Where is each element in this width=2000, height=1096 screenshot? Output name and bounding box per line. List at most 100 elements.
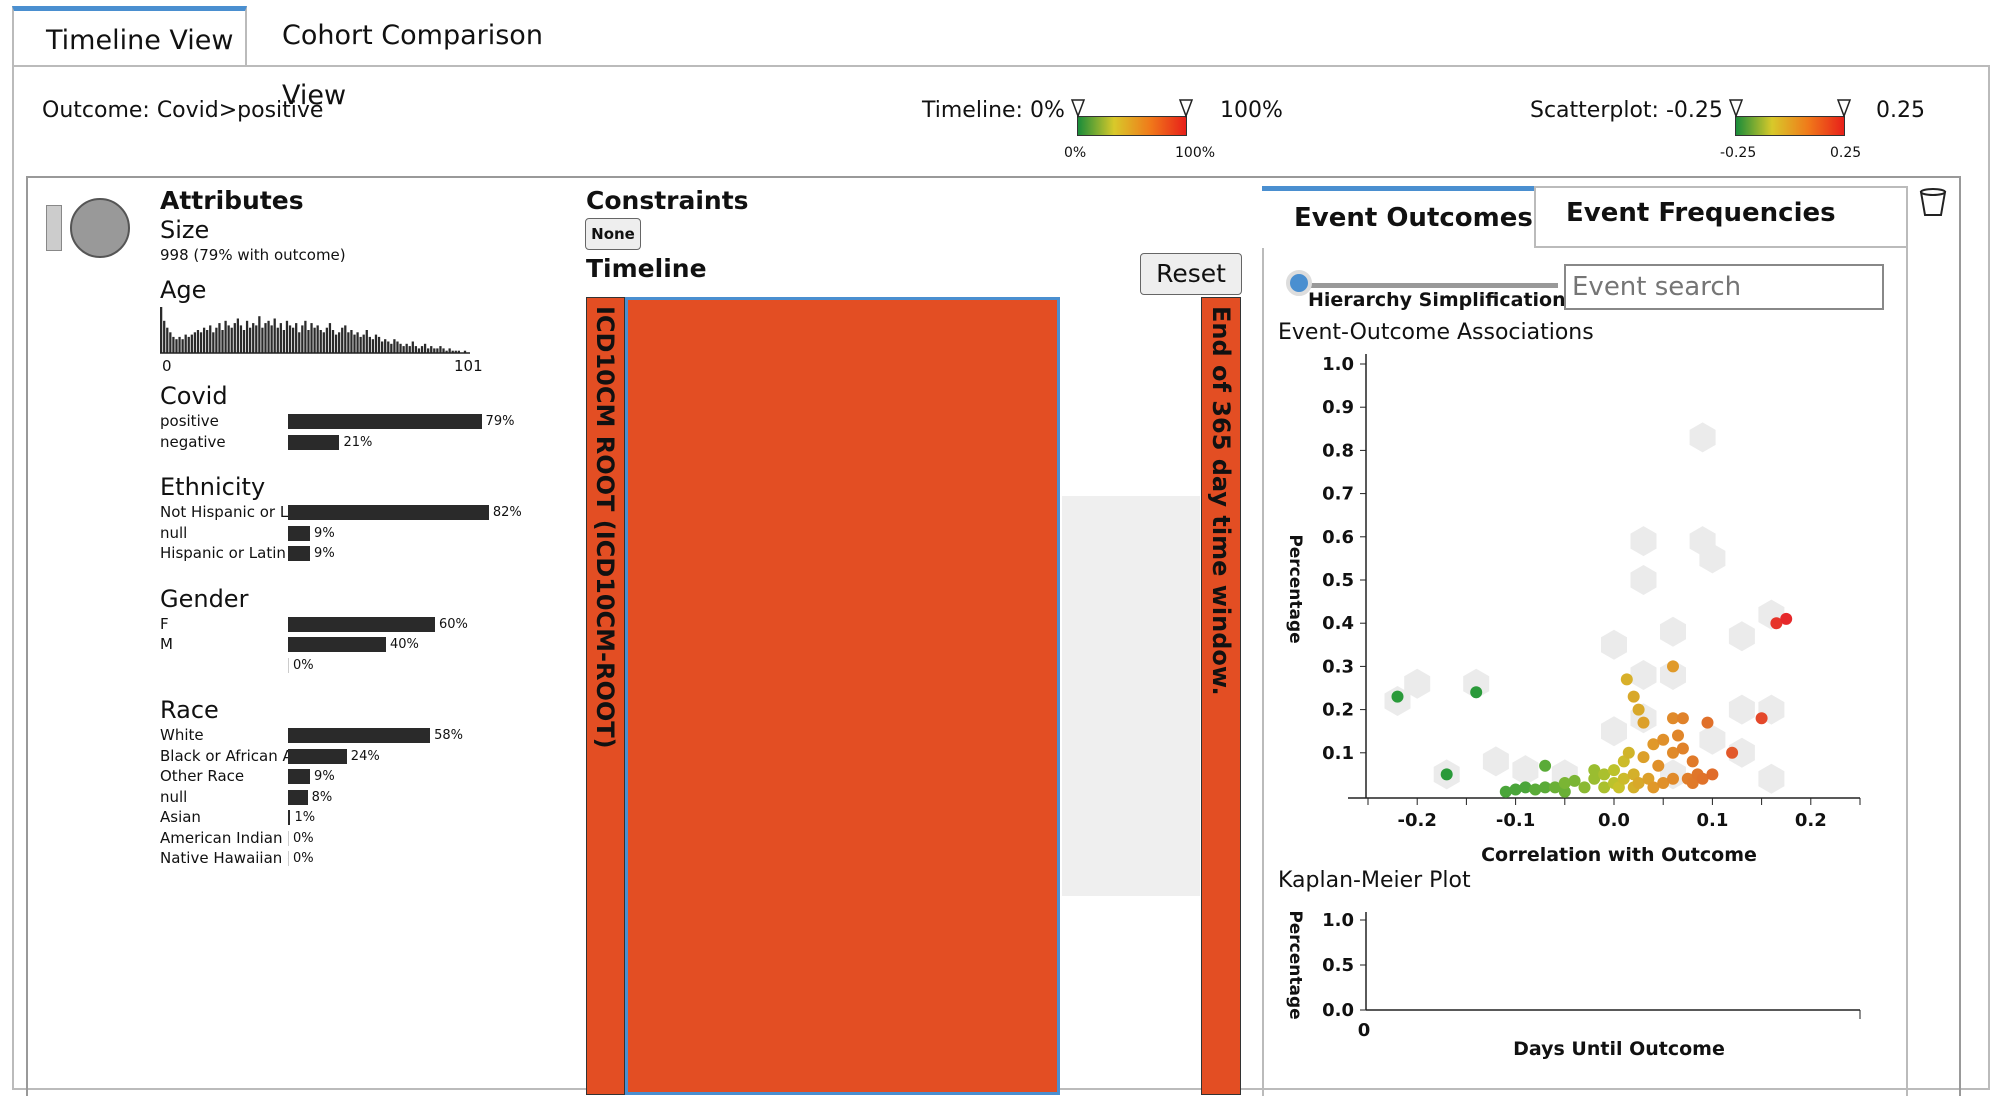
event-point[interactable] bbox=[1578, 781, 1591, 794]
attr-row-pct: 8% bbox=[311, 789, 333, 805]
event-point[interactable] bbox=[1652, 759, 1665, 772]
event-point[interactable] bbox=[1755, 712, 1768, 725]
event-point[interactable] bbox=[1632, 777, 1645, 789]
event-point[interactable] bbox=[1642, 772, 1655, 785]
event-point[interactable] bbox=[1676, 712, 1689, 725]
attr-row[interactable]: Native Hawaiian o 0% bbox=[160, 849, 580, 867]
trash-icon[interactable] bbox=[1918, 186, 1948, 222]
event-point[interactable] bbox=[1706, 768, 1719, 781]
event-point[interactable] bbox=[1647, 738, 1660, 751]
event-point[interactable] bbox=[1608, 764, 1620, 777]
age-bar bbox=[184, 334, 187, 353]
reset-button[interactable]: Reset bbox=[1140, 253, 1242, 295]
event-point[interactable] bbox=[1588, 764, 1601, 777]
event-point[interactable] bbox=[1558, 785, 1571, 798]
event-point[interactable] bbox=[1598, 781, 1611, 794]
timeline-min-handle[interactable] bbox=[1070, 98, 1086, 122]
event-point[interactable] bbox=[1620, 673, 1633, 686]
event-point[interactable] bbox=[1627, 690, 1640, 703]
tab-event-frequencies[interactable]: Event Frequencies bbox=[1566, 198, 1836, 228]
constraint-none-button[interactable]: None bbox=[585, 218, 641, 250]
event-point[interactable] bbox=[1667, 772, 1679, 785]
event-point[interactable] bbox=[1701, 716, 1714, 729]
event-point[interactable] bbox=[1549, 781, 1561, 794]
event-point[interactable] bbox=[1657, 733, 1670, 746]
attr-row[interactable]: negative 21% bbox=[160, 433, 580, 451]
event-point[interactable] bbox=[1780, 612, 1793, 625]
event-point[interactable] bbox=[1632, 703, 1645, 716]
event-point[interactable] bbox=[1499, 785, 1512, 798]
attr-row[interactable]: null 9% bbox=[160, 524, 580, 542]
attr-row[interactable]: F 60% bbox=[160, 615, 580, 633]
scatter-y-tick-label: 0.2 bbox=[1322, 700, 1354, 721]
attr-row-bar bbox=[288, 637, 386, 652]
age-bar bbox=[202, 327, 206, 353]
event-point[interactable] bbox=[1726, 746, 1739, 759]
event-point[interactable] bbox=[1637, 751, 1650, 764]
event-point[interactable] bbox=[1539, 759, 1552, 772]
attr-row[interactable]: American Indian o 0% bbox=[160, 829, 580, 847]
event-point[interactable] bbox=[1568, 774, 1581, 787]
event-point[interactable] bbox=[1647, 781, 1660, 794]
attr-row[interactable]: Asian 1% bbox=[160, 808, 580, 826]
attr-row[interactable]: Hispanic or Latin 9% bbox=[160, 544, 580, 562]
event-point[interactable] bbox=[1612, 781, 1625, 794]
attr-row-bar bbox=[288, 657, 289, 673]
attr-row[interactable]: null 8% bbox=[160, 788, 580, 806]
event-point[interactable] bbox=[1470, 686, 1483, 699]
event-point[interactable] bbox=[1770, 617, 1783, 630]
density-hex bbox=[1728, 694, 1755, 725]
tab-cohort-comparison-view[interactable]: Cohort Comparison View bbox=[282, 20, 543, 111]
event-point[interactable] bbox=[1617, 772, 1630, 785]
age-bar bbox=[252, 323, 255, 353]
event-point[interactable] bbox=[1622, 746, 1635, 759]
event-point[interactable] bbox=[1696, 772, 1709, 785]
timeline-end-bar[interactable]: End of 365 day time window. bbox=[1201, 297, 1241, 1095]
constraints-title: Constraints bbox=[586, 186, 749, 215]
age-bar bbox=[163, 320, 166, 353]
attr-row[interactable]: Other Race 9% bbox=[160, 767, 580, 785]
event-point[interactable] bbox=[1676, 742, 1689, 755]
event-point[interactable] bbox=[1598, 768, 1611, 781]
timeline-selected-block[interactable] bbox=[625, 297, 1060, 1095]
event-point[interactable] bbox=[1667, 746, 1679, 759]
event-point[interactable] bbox=[1539, 781, 1552, 794]
timeline-root-bar[interactable]: ICD10CM ROOT (ICD10CM-ROOT) bbox=[586, 297, 625, 1095]
tab-timeline-view[interactable]: Timeline View bbox=[12, 6, 247, 66]
event-point[interactable] bbox=[1657, 777, 1670, 789]
event-outcome-scatterplot: 1.0 0.9 0.8 0.7 0.6 0.5 0.4 0.3 0.2 0.1 -0.2 -0.1 0.… bbox=[1285, 354, 1861, 866]
hierarchy-slider-track[interactable] bbox=[1300, 283, 1558, 288]
age-bar bbox=[356, 332, 359, 353]
scatterplot-min-handle[interactable] bbox=[1728, 98, 1744, 122]
event-point[interactable] bbox=[1440, 768, 1453, 781]
event-point[interactable] bbox=[1672, 729, 1684, 742]
age-bar bbox=[331, 330, 335, 353]
scatter-y-label: Percentage bbox=[1285, 534, 1305, 643]
age-bar bbox=[365, 330, 368, 353]
timeline-max-handle[interactable] bbox=[1178, 98, 1194, 122]
age-bar bbox=[255, 325, 258, 353]
event-search-input[interactable] bbox=[1564, 264, 1884, 310]
event-point[interactable] bbox=[1667, 660, 1679, 673]
attr-row[interactable]: Black or African A 24% bbox=[160, 747, 580, 765]
event-point[interactable] bbox=[1558, 777, 1571, 789]
attr-row[interactable]: White 58% bbox=[160, 726, 580, 744]
attr-row[interactable]: Not Hispanic or L 82% bbox=[160, 503, 580, 521]
event-point[interactable] bbox=[1686, 755, 1699, 768]
event-point[interactable] bbox=[1529, 783, 1542, 796]
event-point[interactable] bbox=[1637, 716, 1650, 729]
event-point[interactable] bbox=[1519, 781, 1532, 794]
scatterplot-max-handle[interactable] bbox=[1836, 98, 1852, 122]
attr-row[interactable]: M 40% bbox=[160, 635, 580, 653]
event-point[interactable] bbox=[1509, 783, 1522, 796]
event-point[interactable] bbox=[1588, 772, 1601, 785]
attr-row[interactable]: 0% bbox=[160, 656, 580, 674]
hierarchy-simplification-label: Hierarchy Simplification bbox=[1308, 289, 1566, 311]
size-toggle[interactable] bbox=[46, 205, 62, 251]
hierarchy-slider-handle[interactable] bbox=[1286, 270, 1312, 296]
age-bar bbox=[417, 348, 421, 353]
tab-event-outcomes[interactable]: Event Outcomes bbox=[1262, 186, 1534, 248]
event-point[interactable] bbox=[1391, 690, 1404, 703]
attr-row[interactable]: positive 79% bbox=[160, 412, 580, 430]
event-point[interactable] bbox=[1667, 712, 1679, 725]
